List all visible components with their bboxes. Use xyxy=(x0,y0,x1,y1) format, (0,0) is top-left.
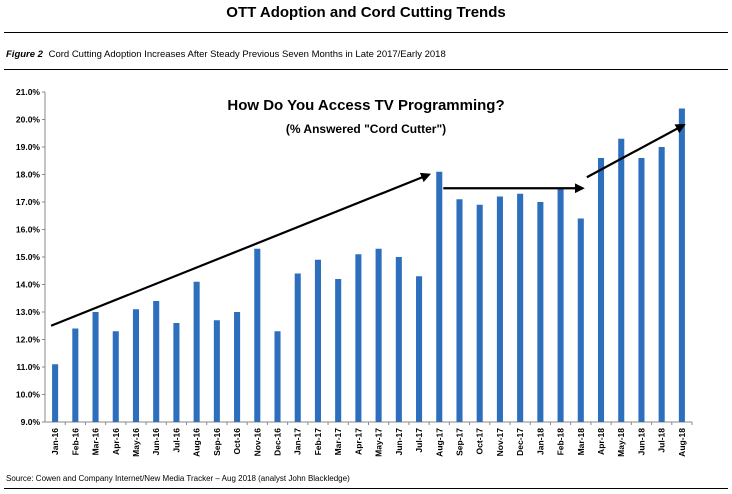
x-tick-label: May-17 xyxy=(374,428,384,457)
bar xyxy=(638,158,645,422)
bar xyxy=(52,364,59,422)
figure-caption-text: Cord Cutting Adoption Increases After St… xyxy=(48,49,446,60)
x-tick-label: Jun-18 xyxy=(636,428,646,456)
caption-rule xyxy=(4,69,728,70)
bar xyxy=(173,323,180,422)
x-tick-label: Jun-17 xyxy=(394,428,404,456)
x-tick-label: Jan-17 xyxy=(293,428,303,455)
bar xyxy=(153,301,160,422)
x-tick-label: May-16 xyxy=(131,428,141,457)
bar xyxy=(294,273,301,422)
chart-title: How Do You Access TV Programming? xyxy=(227,97,504,114)
x-tick-label: Nov-17 xyxy=(495,428,505,457)
x-tick-label: Mar-18 xyxy=(576,428,586,456)
x-tick-label: Jul-16 xyxy=(171,428,181,453)
chart-subtitle: (% Answered "Cord Cutter") xyxy=(286,122,446,136)
x-tick-label: Nov-16 xyxy=(252,428,262,457)
bar xyxy=(658,147,665,422)
x-tick-label: Jul-17 xyxy=(414,428,424,453)
x-tick-label: Feb-17 xyxy=(313,428,323,456)
x-tick-label: Jan-16 xyxy=(50,428,60,455)
y-tick-label: 9.0% xyxy=(21,417,41,427)
bar xyxy=(72,328,79,422)
x-tick-label: Aug-18 xyxy=(677,428,687,457)
bar xyxy=(456,199,463,422)
bar xyxy=(416,276,423,422)
bar xyxy=(517,193,524,422)
x-tick-label: Dec-17 xyxy=(515,428,525,456)
y-tick-label: 14.0% xyxy=(16,280,41,290)
figure-caption: Figure 2 Cord Cutting Adoption Increases… xyxy=(6,49,446,60)
footer-rule xyxy=(4,488,728,489)
bar xyxy=(112,331,119,422)
y-tick-label: 10.0% xyxy=(16,390,41,400)
x-tick-label: Aug-17 xyxy=(434,428,444,457)
y-tick-label: 16.0% xyxy=(16,225,41,235)
x-tick-label: Oct-16 xyxy=(232,428,242,455)
y-tick-label: 17.0% xyxy=(16,197,41,207)
bar-chart: How Do You Access TV Programming? (% Ans… xyxy=(16,87,693,457)
figure-label: Figure 2 xyxy=(6,49,43,60)
bar xyxy=(597,158,605,422)
bar xyxy=(92,312,99,422)
y-tick-label: 20.0% xyxy=(16,115,41,125)
x-tick-label: Dec-16 xyxy=(273,428,283,456)
y-tick-label: 15.0% xyxy=(16,252,41,262)
x-tick-label: Mar-16 xyxy=(91,428,101,456)
bar xyxy=(375,248,382,422)
x-tick-label: Feb-16 xyxy=(70,428,80,456)
bar xyxy=(254,248,261,422)
x-tick-label: Aug-16 xyxy=(192,428,202,457)
x-tick-label: Oct-17 xyxy=(475,428,485,455)
bar xyxy=(476,204,483,422)
bar xyxy=(678,108,685,422)
x-tick-label: May-18 xyxy=(616,428,626,457)
x-tick-label: Apr-17 xyxy=(353,428,363,455)
bar xyxy=(436,171,443,422)
y-tick-label: 19.0% xyxy=(16,142,41,152)
source-note: Source: Cowen and Company Internet/New M… xyxy=(6,474,350,483)
bar xyxy=(274,331,281,422)
x-tick-label: Sep-16 xyxy=(212,428,222,456)
page-title: OTT Adoption and Cord Cutting Trends xyxy=(226,4,506,21)
x-tick-label: Jan-18 xyxy=(535,428,545,455)
bar xyxy=(213,320,220,422)
trend-arrow xyxy=(586,124,686,179)
x-tick-label: Apr-18 xyxy=(596,428,606,455)
bar xyxy=(618,138,625,422)
bar xyxy=(193,281,200,422)
bar xyxy=(234,312,241,422)
x-tick-label: Jun-16 xyxy=(151,428,161,456)
bar xyxy=(537,202,544,422)
bar xyxy=(355,254,362,422)
bar xyxy=(496,196,503,422)
x-tick-label: Sep-17 xyxy=(454,428,464,456)
x-tick-label: Jul-18 xyxy=(657,428,667,453)
x-tick-label: Apr-16 xyxy=(111,428,121,455)
y-tick-label: 12.0% xyxy=(16,335,41,345)
bar xyxy=(335,279,342,422)
x-tick-label: Feb-18 xyxy=(556,428,566,456)
bar xyxy=(395,257,402,422)
trend-arrow xyxy=(50,172,432,327)
y-tick-label: 11.0% xyxy=(16,362,40,372)
bar xyxy=(557,188,564,422)
y-tick-label: 13.0% xyxy=(16,307,41,317)
header-rule xyxy=(4,32,728,33)
x-tick-label: Mar-17 xyxy=(333,428,343,456)
bar xyxy=(132,309,140,422)
y-tick-label: 21.0% xyxy=(16,87,41,97)
bar xyxy=(314,259,321,422)
bar xyxy=(577,218,584,422)
y-tick-label: 18.0% xyxy=(16,170,41,180)
